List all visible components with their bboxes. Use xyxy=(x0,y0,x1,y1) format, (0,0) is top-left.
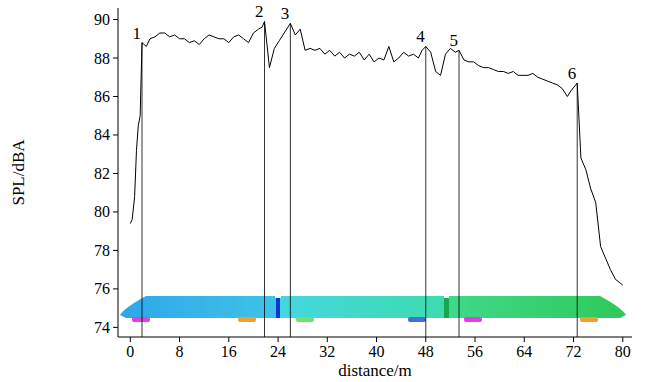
train-wheel xyxy=(409,318,413,322)
y-tick-label: 76 xyxy=(94,280,110,297)
marker-label: 5 xyxy=(450,31,459,50)
y-tick-label: 82 xyxy=(94,165,110,182)
x-tick-label: 16 xyxy=(221,343,237,360)
y-tick-label: 80 xyxy=(94,203,110,220)
marker-label: 1 xyxy=(133,24,142,43)
y-tick-label: 88 xyxy=(94,50,110,67)
train-car xyxy=(280,296,444,318)
x-tick xyxy=(475,337,476,342)
y-tick-label: 90 xyxy=(94,11,110,28)
x-tick xyxy=(573,337,574,342)
x-tick-label: 48 xyxy=(418,343,434,360)
train-wheel xyxy=(251,318,255,322)
x-tick xyxy=(278,337,279,342)
y-tick xyxy=(113,288,118,289)
x-tick xyxy=(179,337,180,342)
x-axis-title: distance/m xyxy=(338,361,412,380)
x-tick xyxy=(425,337,426,342)
x-tick-label: 0 xyxy=(126,343,134,360)
train-wheel xyxy=(421,318,425,322)
y-tick xyxy=(113,250,118,251)
x-tick xyxy=(524,337,525,342)
x-tick xyxy=(327,337,328,342)
y-tick-label: 74 xyxy=(94,319,110,336)
spl-line xyxy=(130,21,622,285)
x-tick-label: 56 xyxy=(467,343,483,360)
marker-label: 6 xyxy=(568,64,577,83)
y-tick xyxy=(113,173,118,174)
x-tick xyxy=(228,337,229,342)
train-wheel xyxy=(239,318,243,322)
marker-line xyxy=(459,50,460,337)
y-tick-label: 78 xyxy=(94,242,110,259)
marker-line xyxy=(290,23,291,337)
x-tick-label: 8 xyxy=(176,343,184,360)
train-wheel xyxy=(297,318,301,322)
train-wheel xyxy=(145,318,149,322)
y-axis xyxy=(118,8,119,337)
y-tick-label: 86 xyxy=(94,88,110,105)
x-tick-label: 64 xyxy=(516,343,532,360)
y-tick-label: 84 xyxy=(94,126,110,143)
train-wheel xyxy=(309,318,313,322)
y-tick xyxy=(113,327,118,328)
train-bogie xyxy=(296,317,314,322)
x-tick xyxy=(130,337,131,342)
train-car xyxy=(449,296,626,318)
marker-line xyxy=(142,43,143,337)
train-gap-top xyxy=(275,295,281,298)
x-tick-label: 72 xyxy=(566,343,582,360)
train-bogie xyxy=(580,317,598,322)
train-wheel xyxy=(581,318,585,322)
marker-label: 4 xyxy=(416,27,425,46)
plot-area xyxy=(130,21,622,337)
train-gap xyxy=(444,298,449,318)
train-wheel xyxy=(477,318,481,322)
train-bogie xyxy=(464,317,482,322)
marker-line xyxy=(264,21,265,337)
marker-line xyxy=(577,83,578,337)
train-wheel xyxy=(133,318,137,322)
x-tick-label: 32 xyxy=(319,343,335,360)
train-wheel xyxy=(593,318,597,322)
x-tick xyxy=(622,337,623,342)
train-wheel xyxy=(465,318,469,322)
x-tick xyxy=(376,337,377,342)
train xyxy=(120,295,626,322)
marker-line xyxy=(425,46,426,337)
y-tick xyxy=(113,19,118,20)
y-tick xyxy=(113,134,118,135)
y-axis-title: SPL/dBA xyxy=(9,139,28,206)
train-bogie xyxy=(408,317,426,322)
marker-label: 3 xyxy=(281,4,290,23)
x-axis xyxy=(118,337,632,338)
train-gap xyxy=(276,298,280,318)
x-tick-label: 80 xyxy=(615,343,631,360)
marker-label: 2 xyxy=(255,2,264,21)
train-bogie xyxy=(238,317,256,322)
train-bogie xyxy=(132,317,150,322)
x-tick-label: 40 xyxy=(369,343,385,360)
chart: 08162432404856647280747678808284868890di… xyxy=(0,0,645,382)
y-tick xyxy=(113,58,118,59)
x-tick-label: 24 xyxy=(270,343,286,360)
train-car xyxy=(120,296,276,318)
y-tick xyxy=(113,211,118,212)
y-tick xyxy=(113,96,118,97)
